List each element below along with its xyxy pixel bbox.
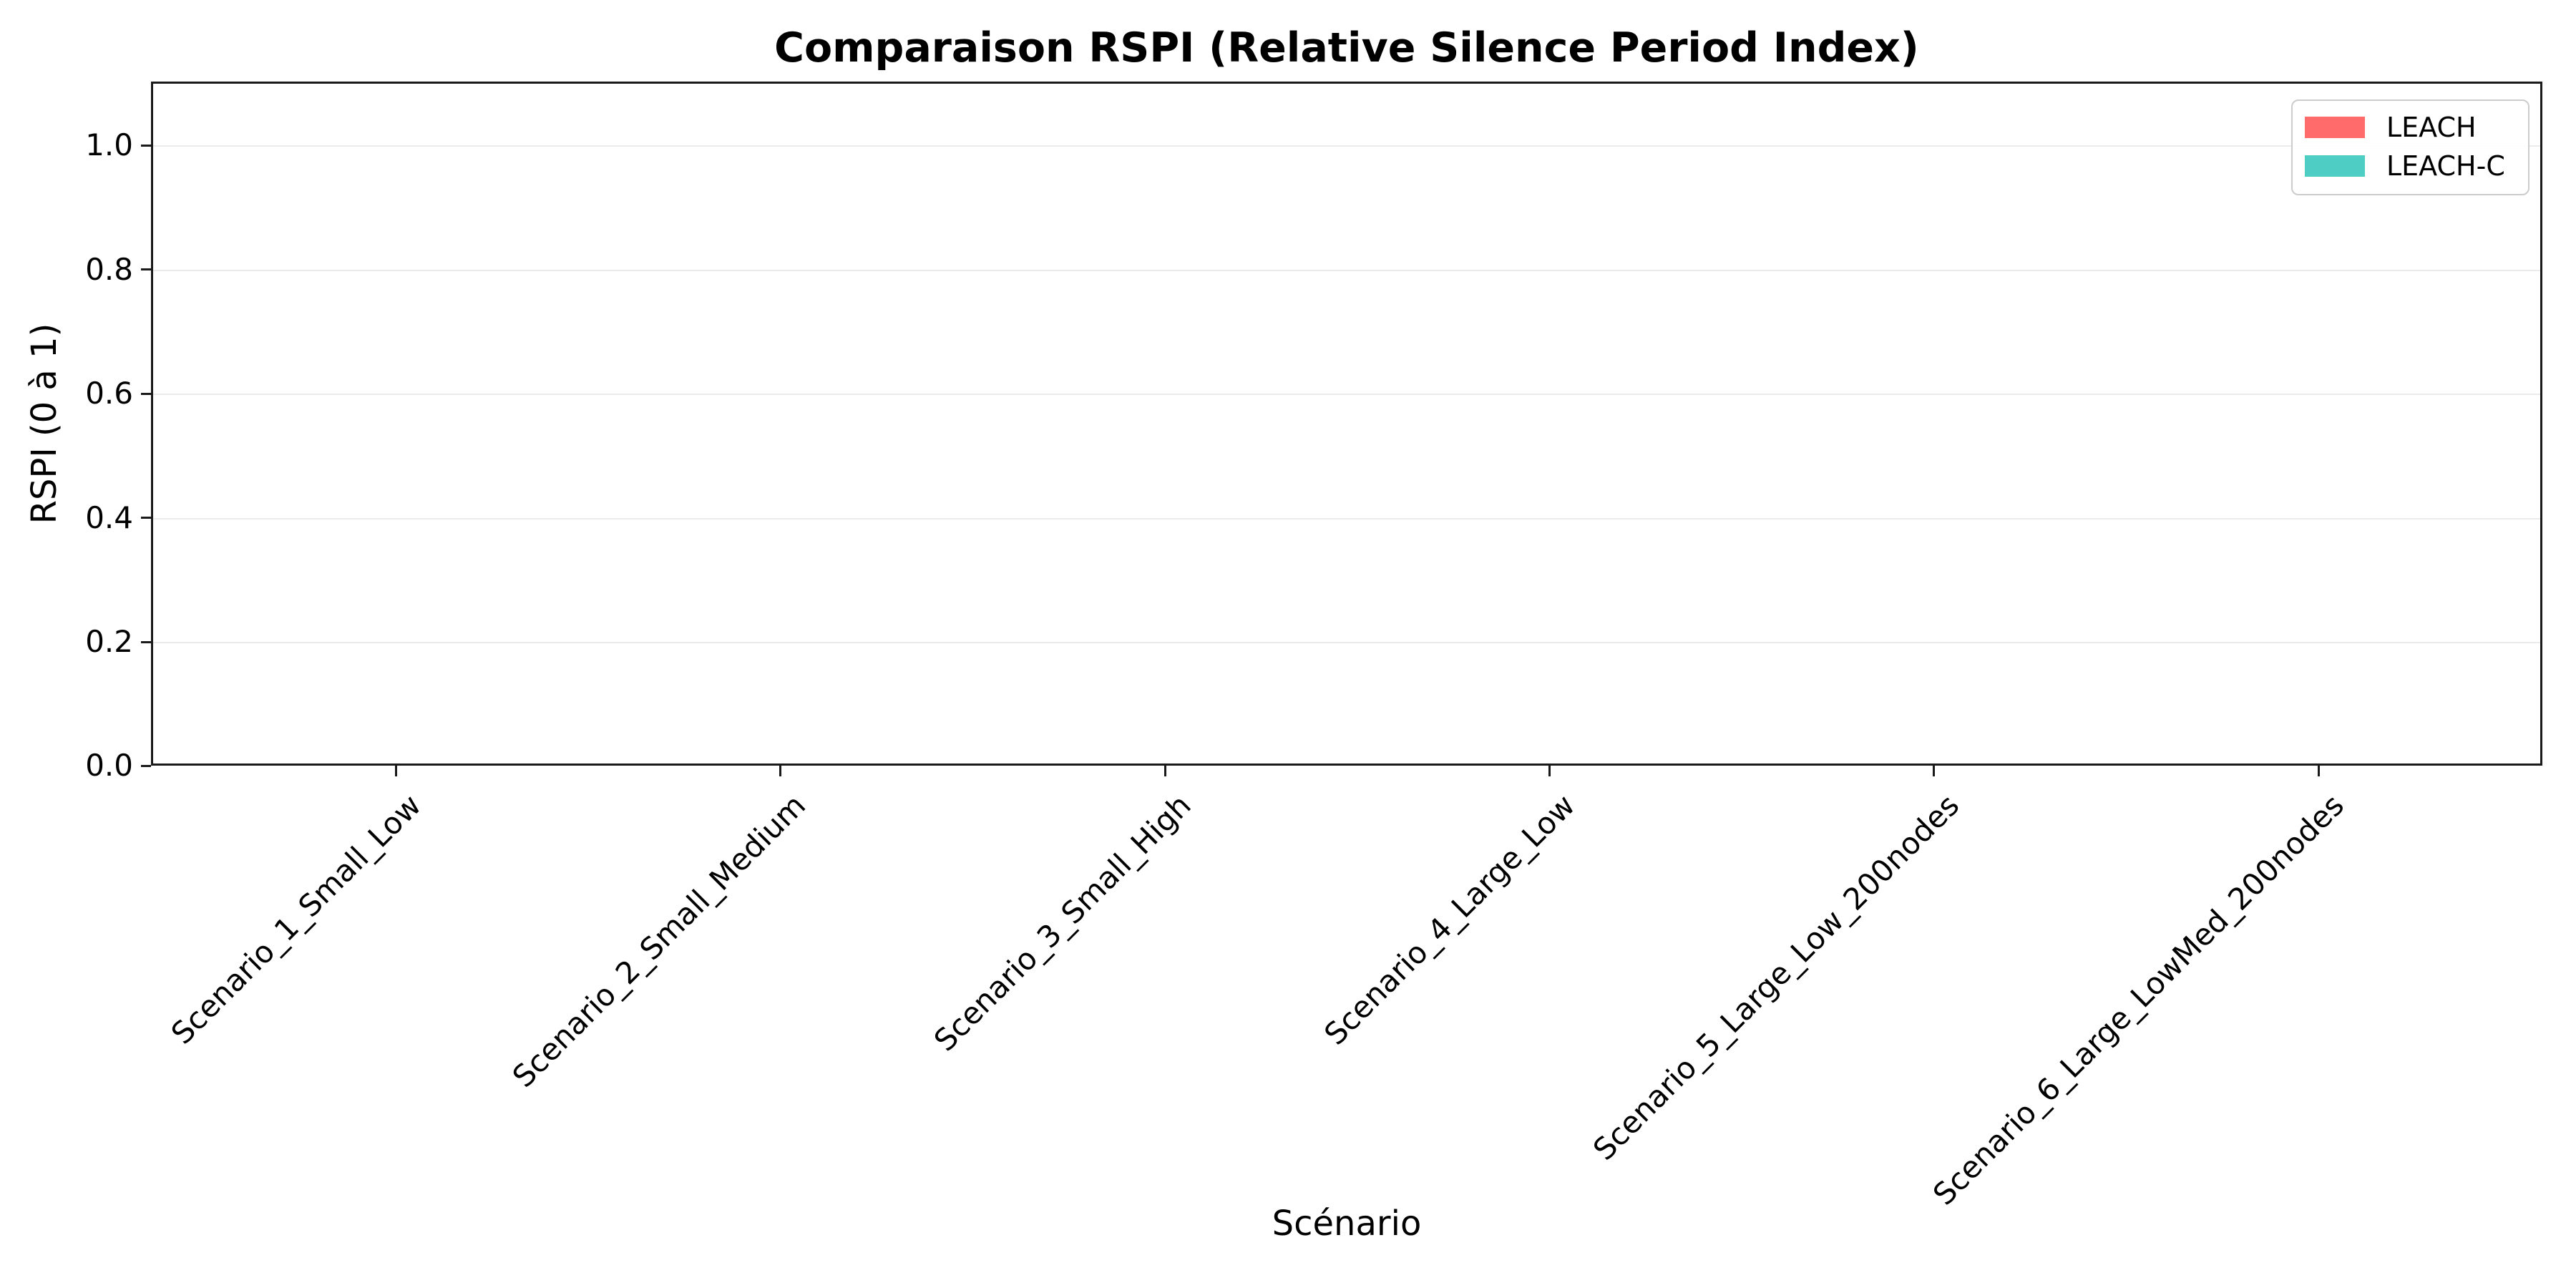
legend-entry-leach-c: LEACH-C <box>2305 149 2528 183</box>
gridline-0.8 <box>153 270 2540 271</box>
ytick-label: 0.8 <box>85 252 133 287</box>
y-axis-label: RSPI (0 à 1) <box>24 323 64 525</box>
ytick-label: 0.4 <box>85 500 133 535</box>
ytick-mark-0.0 <box>141 765 151 767</box>
gridline-0.4 <box>153 518 2540 519</box>
legend-label: LEACH <box>2386 112 2477 143</box>
ytick-label: 0.0 <box>85 748 133 783</box>
gridline-1.0 <box>153 145 2540 147</box>
ytick-label: 0.2 <box>85 624 133 659</box>
chart-title: Comparaison RSPI (Relative Silence Perio… <box>774 24 1919 72</box>
legend-swatch-leach-c <box>2305 155 2365 177</box>
ytick-label: 0.6 <box>85 376 133 411</box>
xtick-mark-5 <box>1933 766 1935 776</box>
legend-label: LEACH-C <box>2386 150 2505 182</box>
xtick-mark-1 <box>395 766 397 776</box>
gridline-0.6 <box>153 394 2540 395</box>
xtick-label: Scenario_1_Small_Low <box>165 787 429 1051</box>
xtick-mark-4 <box>1548 766 1551 776</box>
xtick-label: Scenario_2_Small_Medium <box>505 787 813 1095</box>
ytick-mark-0.2 <box>141 641 151 643</box>
xtick-label: Scenario_6_Large_LowMed_200nodes <box>1926 787 2351 1212</box>
legend-swatch-leach <box>2305 117 2365 138</box>
legend: LEACH LEACH-C <box>2291 99 2529 195</box>
plot-area <box>151 82 2542 766</box>
ytick-mark-0.8 <box>141 268 151 270</box>
ytick-mark-0.4 <box>141 517 151 519</box>
gridline-0.2 <box>153 642 2540 643</box>
xtick-label: Scenario_4_Large_Low <box>1317 787 1582 1052</box>
xtick-mark-6 <box>2318 766 2320 776</box>
ytick-label: 1.0 <box>85 127 133 162</box>
x-axis-label: Scénario <box>1272 1204 1422 1244</box>
ytick-mark-1.0 <box>141 145 151 147</box>
xtick-mark-2 <box>779 766 781 776</box>
xtick-mark-3 <box>1164 766 1166 776</box>
xtick-label: Scenario_3_Small_High <box>927 787 1198 1058</box>
ytick-mark-0.6 <box>141 393 151 395</box>
legend-entry-leach: LEACH <box>2305 110 2528 145</box>
xtick-label: Scenario_5_Large_Low_200nodes <box>1586 787 1966 1167</box>
